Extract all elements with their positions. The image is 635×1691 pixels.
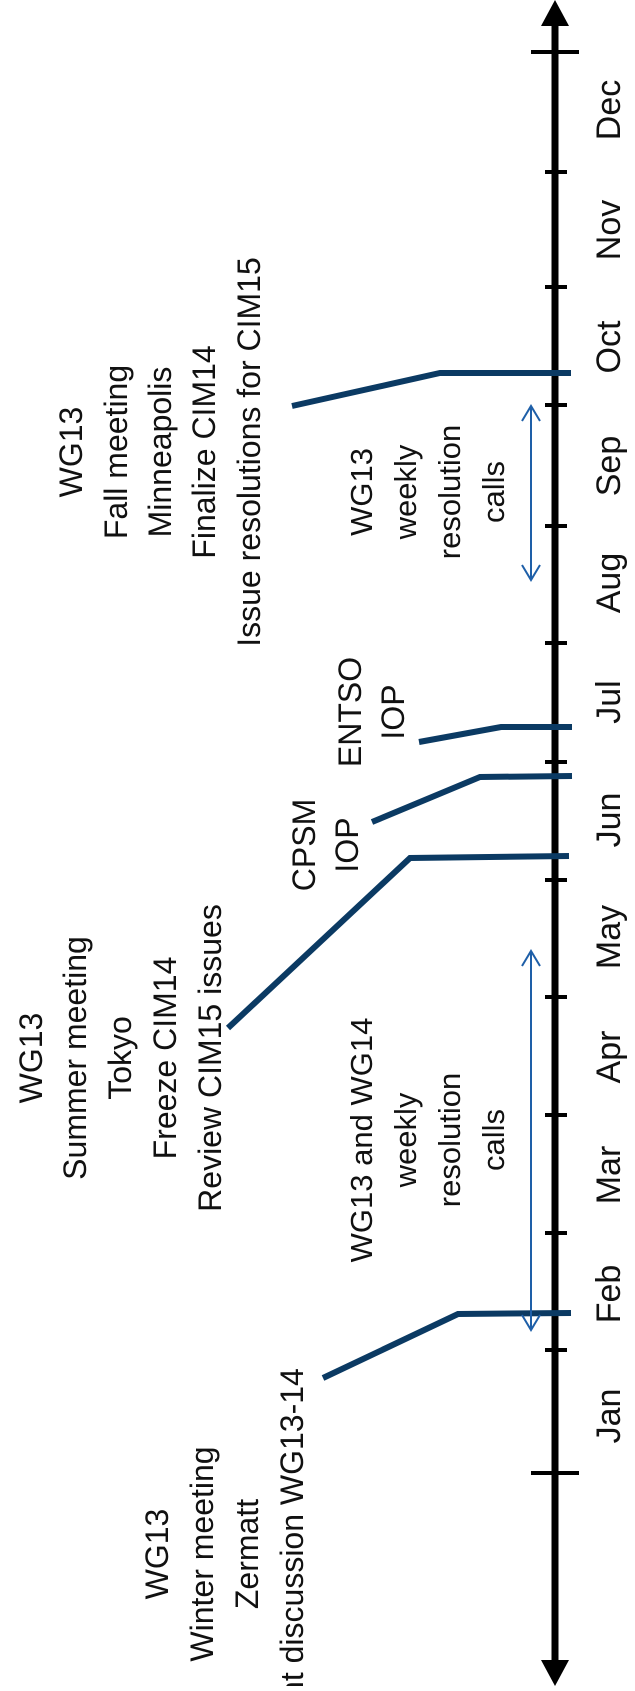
event-entso-line-1: ENTSO	[332, 657, 368, 767]
connector-cpsm	[370, 773, 573, 825]
spring-calls-arrow	[521, 949, 541, 1332]
spring-calls-arrowhead-bottom	[521, 1314, 541, 1332]
event-fall: WG13 Fall meeting Minneapolis Finalize C…	[53, 257, 267, 647]
event-summer-line-3: Tokyo	[102, 1016, 138, 1100]
summer-calls-arrowhead-top	[521, 404, 541, 422]
event-cpsm: CPSM IOP	[286, 799, 365, 891]
axis-arrow-bottom	[541, 1660, 569, 1686]
event-winter-line-4: Joint discussion WG13-14	[274, 1368, 310, 1686]
month-label-dec: Dec	[590, 80, 628, 140]
summer-calls-arrow	[521, 404, 541, 582]
event-connectors	[225, 370, 573, 1381]
event-summer-line-4: Freeze CIM14	[147, 957, 183, 1160]
connector-summer	[225, 853, 570, 1031]
summer-calls-arrowhead-bottom	[521, 564, 541, 582]
connector-entso	[418, 724, 572, 745]
calls-spring-line-4: calls	[476, 1109, 511, 1171]
event-winter-line-3: Zermatt	[229, 1499, 265, 1609]
connector-winter	[321, 1310, 572, 1381]
calls-summer: WG13 weekly resolution calls	[344, 425, 511, 559]
month-label-jul: Jul	[590, 680, 628, 723]
calls-spring-line-2: weekly	[388, 1092, 423, 1188]
event-summer-line-2: Summer meeting	[57, 936, 93, 1180]
event-entso: ENTSO IOP	[332, 657, 411, 767]
calls-summer-line-3: resolution	[432, 425, 467, 559]
event-summer: WG13 Summer meeting Tokyo Freeze CIM14 R…	[13, 904, 228, 1212]
month-labels: Jan Feb Mar Apr May Jun Jul Aug Sep Oct …	[590, 80, 628, 1444]
connector-fall	[291, 370, 571, 409]
month-label-mar: Mar	[590, 1146, 628, 1205]
calls-spring: WG13 and WG14 weekly resolution calls	[344, 1018, 511, 1263]
month-label-nov: Nov	[590, 200, 628, 260]
calls-summer-line-4: calls	[476, 461, 511, 523]
call-arrows	[521, 404, 541, 1332]
spring-calls-arrowhead-top	[521, 949, 541, 967]
event-cpsm-line-2: IOP	[329, 817, 365, 872]
calls-summer-line-2: weekly	[388, 444, 423, 540]
calls-spring-line-3: resolution	[432, 1073, 467, 1207]
event-winter-line-2: Winter meeting	[184, 1446, 220, 1661]
event-winter-line-1: WG13	[139, 1509, 175, 1600]
event-fall-line-1: WG13	[53, 407, 89, 498]
month-label-feb: Feb	[590, 1265, 628, 1324]
event-fall-line-3: Minneapolis	[142, 367, 178, 538]
axis-arrow-top	[541, 0, 569, 26]
event-fall-line-2: Fall meeting	[98, 365, 134, 539]
month-label-sep: Sep	[590, 436, 628, 497]
event-winter: WG13 Winter meeting Zermatt Joint discus…	[139, 1368, 310, 1691]
event-fall-line-5: Issue resolutions for CIM15	[231, 257, 267, 647]
calls-summer-line-1: WG13	[344, 448, 379, 536]
month-label-oct: Oct	[590, 320, 628, 373]
axis-ticks	[531, 50, 579, 1475]
calls-spring-line-1: WG13 and WG14	[344, 1018, 379, 1263]
timeline-axis	[531, 0, 579, 1686]
month-label-jan: Jan	[590, 1389, 628, 1444]
month-label-apr: Apr	[590, 1031, 628, 1084]
month-label-aug: Aug	[590, 553, 628, 614]
event-summer-line-1: WG13	[13, 1013, 49, 1104]
event-summer-line-5: Review CIM15 issues	[192, 904, 228, 1212]
event-entso-line-2: IOP	[375, 684, 411, 739]
event-fall-line-4: Finalize CIM14	[186, 345, 222, 558]
event-cpsm-line-1: CPSM	[286, 799, 322, 891]
month-label-jun: Jun	[590, 793, 628, 848]
month-label-may: May	[590, 905, 628, 969]
